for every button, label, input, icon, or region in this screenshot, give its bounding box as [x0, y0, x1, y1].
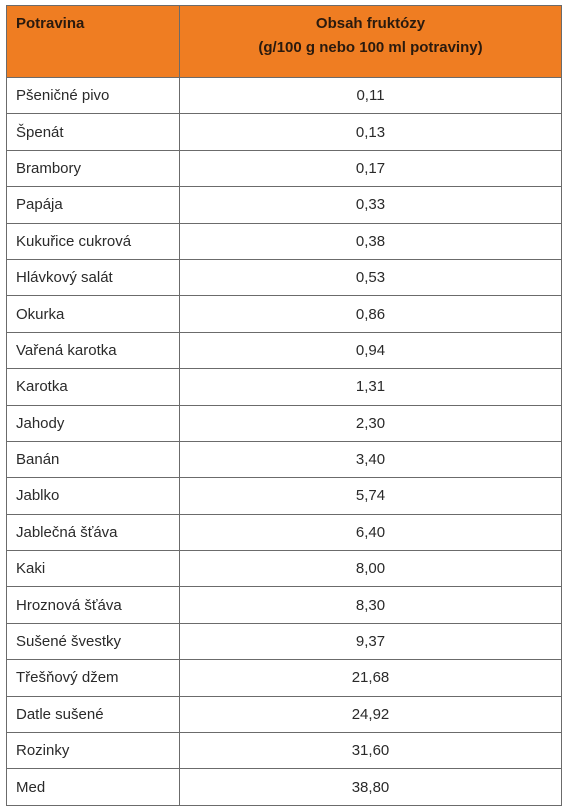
fructose-value: 3,40	[179, 440, 562, 479]
header-cell: Potravina	[6, 5, 180, 78]
food-name: Jahody	[6, 404, 180, 442]
table-header: Potravina Obsah fruktózy (g/100 g nebo 1…	[6, 5, 562, 78]
fructose-value: 6,40	[179, 513, 562, 552]
header-line: (g/100 g nebo 100 ml potraviny)	[258, 39, 483, 56]
fructose-value: 5,74	[179, 477, 562, 515]
table-row: Pšeničné pivo 0,11	[6, 76, 562, 115]
table-row: Třešňový džem 21,68	[6, 659, 562, 697]
table-row: Hlávkový salát 0,53	[6, 258, 562, 297]
food-name: Vařená karotka	[6, 331, 180, 370]
fructose-value: 31,60	[179, 732, 562, 770]
food-name: Jablko	[6, 477, 180, 515]
fructose-value: 0,17	[179, 149, 562, 188]
fructose-value: 2,30	[179, 404, 562, 442]
table-row: Sušené švestky 9,37	[6, 622, 562, 661]
food-name: Rozinky	[6, 732, 180, 770]
food-name: Třešňový džem	[6, 659, 180, 697]
table-row: Kaki 8,00	[6, 550, 562, 588]
fructose-value: 0,33	[179, 186, 562, 224]
table-body: Pšeničné pivo 0,11 Špenát 0,13 Brambory 0,17 P…	[6, 76, 562, 806]
food-name: Kukuřice cukrová	[6, 222, 180, 260]
table-row: Brambory 0,17	[6, 149, 562, 188]
table-row: Okurka 0,86	[6, 295, 562, 333]
food-name: Papája	[6, 186, 180, 224]
header-line: Obsah fruktózy	[315, 15, 426, 32]
food-name: Karotka	[6, 368, 180, 406]
table-row: Datle sušené 24,92	[6, 695, 562, 734]
fructose-table: Potravina Obsah fruktózy (g/100 g nebo 1…	[6, 5, 562, 806]
fructose-value: 8,00	[179, 550, 562, 588]
table-row: Jablko 5,74	[6, 477, 562, 515]
table-row: Vařená karotka 0,94	[6, 331, 562, 370]
fructose-value: 21,68	[179, 659, 562, 697]
table-row: Karotka 1,31	[6, 368, 562, 406]
fructose-value: 0,38	[179, 222, 562, 260]
header-cell: Obsah fruktózy (g/100 g nebo 100 ml potr…	[179, 5, 562, 78]
header-row: Potravina Obsah fruktózy (g/100 g nebo 1…	[6, 5, 562, 78]
food-name: Hlávkový salát	[6, 258, 180, 297]
fructose-value: 0,11	[179, 76, 562, 115]
table-row: Banán 3,40	[6, 440, 562, 479]
food-name: Špenát	[6, 113, 180, 151]
food-name: Okurka	[6, 295, 180, 333]
fructose-value: 24,92	[179, 695, 562, 734]
table-row: Papája 0,33	[6, 186, 562, 224]
food-name: Hroznová šťáva	[6, 586, 180, 624]
table-row: Jablečná šťáva 6,40	[6, 513, 562, 552]
fructose-value: 0,94	[179, 331, 562, 370]
food-name: Brambory	[6, 149, 180, 188]
table-row: Rozinky 31,60	[6, 732, 562, 770]
fructose-value: 8,30	[179, 586, 562, 624]
food-name: Banán	[6, 440, 180, 479]
table-row: Hroznová šťáva 8,30	[6, 586, 562, 624]
food-name: Datle sušené	[6, 695, 180, 734]
fructose-value: 0,53	[179, 258, 562, 297]
fructose-value: 1,31	[179, 368, 562, 406]
fructose-value: 0,86	[179, 295, 562, 333]
fructose-value: 9,37	[179, 622, 562, 661]
food-name: Kaki	[6, 550, 180, 588]
food-name: Jablečná šťáva	[6, 513, 180, 552]
food-name: Sušené švestky	[6, 622, 180, 661]
fructose-value: 0,13	[179, 113, 562, 151]
food-name: Pšeničné pivo	[6, 76, 180, 115]
table-row: Jahody 2,30	[6, 404, 562, 442]
table-row: Špenát 0,13	[6, 113, 562, 151]
table-row: Kukuřice cukrová 0,38	[6, 222, 562, 260]
